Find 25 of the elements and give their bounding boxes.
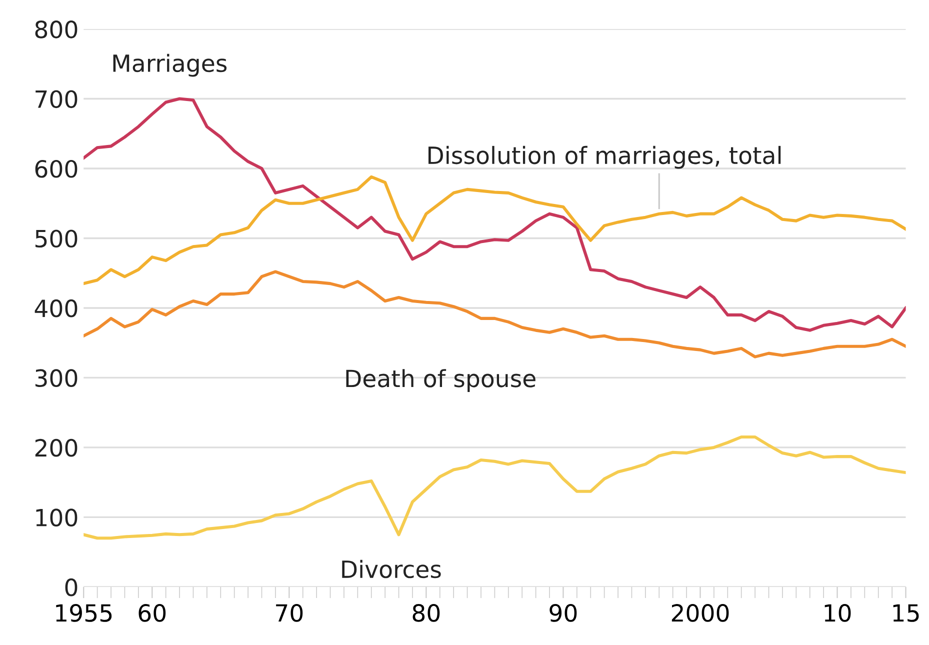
y-tick-label: 200 — [35, 438, 78, 457]
y-tick-label: 0 — [65, 578, 78, 596]
series-label: Dissolution of marriages, total — [428, 146, 781, 169]
line-series — [84, 270, 906, 358]
y-tick-label: 100 — [36, 508, 78, 527]
y-tick-label: 800 — [35, 20, 78, 38]
x-tick-label: 80 — [412, 604, 440, 622]
x-tick-label: 70 — [276, 604, 303, 622]
x-tick-label: 90 — [550, 604, 577, 622]
series-label: Marriages — [113, 54, 227, 77]
line-series — [84, 97, 906, 332]
series-label: Death of spouse — [346, 369, 536, 392]
line-series — [84, 175, 906, 286]
x-tick-label: 15 — [893, 604, 919, 622]
y-tick-label: 400 — [34, 299, 78, 318]
line-series — [84, 435, 906, 540]
x-tick-label: 10 — [824, 604, 851, 622]
series-label: Divorces — [342, 560, 441, 578]
y-tick-label: 700 — [36, 90, 78, 108]
y-tick-label: 300 — [35, 369, 78, 388]
y-tick-label: 600 — [35, 160, 78, 178]
x-tick-label: 1955 — [56, 604, 112, 622]
y-tick-label: 500 — [36, 230, 78, 248]
x-tick-label: 2000 — [672, 604, 729, 622]
x-tick-label: 60 — [138, 604, 166, 622]
